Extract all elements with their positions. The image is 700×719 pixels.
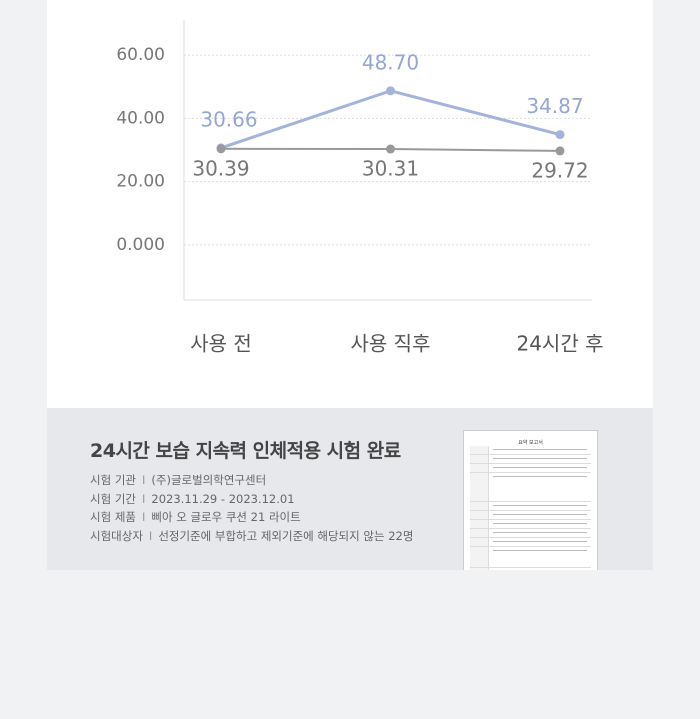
point — [386, 86, 395, 96]
separator: I — [141, 510, 146, 524]
info-text: 선정기준에 부합하고 제외기준에 해당되지 않는 22명 — [158, 528, 414, 543]
data-label: 30.66 — [200, 107, 257, 131]
separator: I — [141, 491, 146, 506]
report-title: 요약 보고서 — [518, 440, 543, 446]
info-text: 시험 기관 — [90, 473, 136, 487]
data-label: 29.72 — [531, 158, 588, 182]
info-text: 2023.11.29 - 2023.12.01 — [151, 491, 295, 506]
info-item: 시험대상자 I 선정기준에 부합하고 제외기준에 해당되지 않는 22명 — [90, 528, 413, 547]
info-item: 시험 기간 I 2023.11.29 - 2023.12.01 — [90, 491, 413, 510]
info-text: 삐아 오 글로우 쿠션 21 라이트 — [151, 510, 301, 524]
data-label: 34.87 — [526, 94, 583, 118]
x-tick-label: 24시간 후 — [516, 332, 603, 356]
info-item: 시험 기관 I (주)글로벌의학연구센터 — [90, 472, 413, 491]
data-label: 30.31 — [362, 157, 419, 181]
info-text: 시험 제품 — [90, 510, 136, 524]
y-tick-label: 20.00 — [116, 172, 165, 192]
point — [555, 146, 565, 156]
data-label: 48.70 — [362, 50, 419, 74]
y-tick-label: 40.00 — [116, 108, 165, 128]
info-text: (주)글로벌의학연구센터 — [151, 473, 267, 487]
separator: I — [141, 473, 146, 487]
info-item: 시험 제품 I 삐아 오 글로우 쿠션 21 라이트 — [90, 509, 413, 528]
series-line — [220, 89, 561, 150]
separator: I — [148, 528, 153, 543]
info-title: 24시간 보습 지속력 인체적용 시험 완료 — [90, 440, 401, 462]
report-thumbnail: 요약 보고서 — [463, 430, 598, 570]
x-tick-label: 사용 직후 — [351, 332, 431, 356]
y-tick-label: 0.000 — [116, 235, 165, 255]
chart: 0.000 20.00 40.00 60.00 사용 전 사용 직후 24시간 후 30.66… — [116, 20, 604, 356]
point — [386, 144, 395, 154]
info-text: 시험 기간 — [90, 491, 136, 506]
chart-panel — [47, 0, 653, 408]
y-tick-label: 60.00 — [116, 45, 165, 65]
info-text: 시험대상자 — [90, 528, 143, 543]
point — [216, 144, 226, 154]
test-info: 24시간 보습 지속력 인체적용 시험 완료 시험 기관 I (주)글로벌의학연구센… — [47, 408, 653, 570]
data-label: 30.39 — [192, 156, 249, 180]
point — [555, 130, 565, 140]
x-tick-label: 사용 전 — [190, 332, 252, 356]
